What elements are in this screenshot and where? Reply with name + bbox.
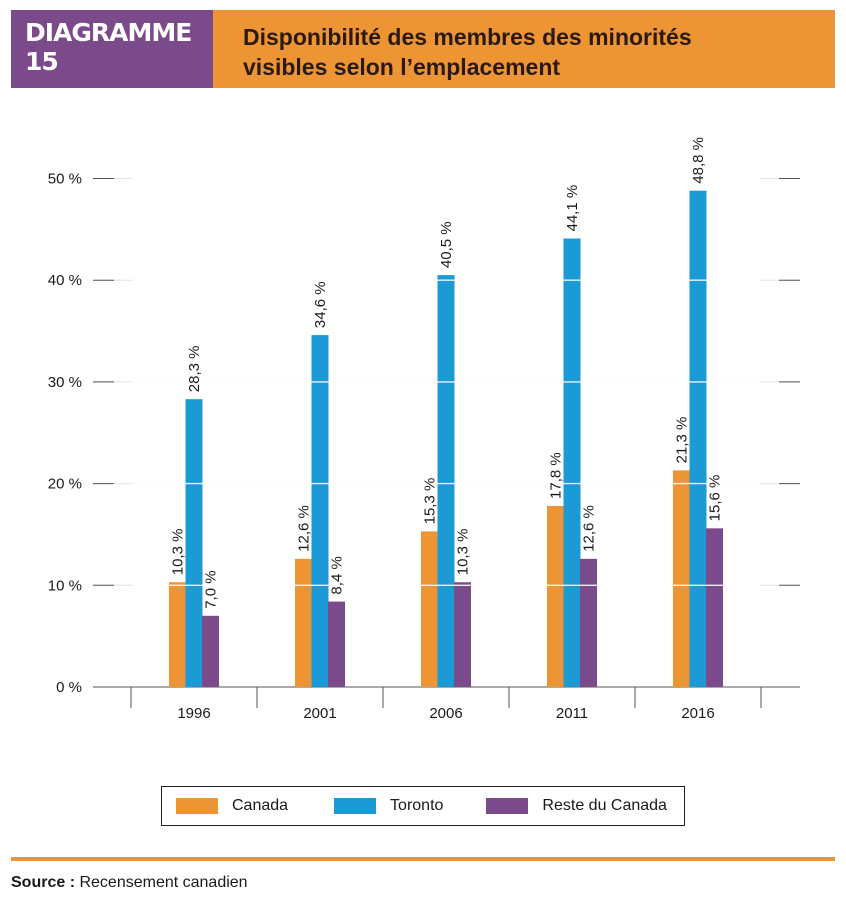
x-tick-label: 2001 (303, 705, 336, 722)
bar-canada (295, 558, 312, 687)
bar-canada (547, 505, 564, 687)
y-tick-label: 50 % (48, 171, 82, 188)
footer-divider (11, 857, 835, 861)
chart-legend: Canada Toronto Reste du Canada (161, 786, 685, 826)
y-tick-label: 20 % (48, 476, 82, 493)
data-label: 10,3 % (170, 529, 187, 576)
data-label: 8,4 % (329, 556, 346, 594)
data-label: 10,3 % (455, 529, 472, 576)
data-label: 12,6 % (581, 505, 598, 552)
y-tick-label: 0 % (56, 679, 82, 696)
data-label: 48,8 % (690, 137, 707, 184)
data-label: 12,6 % (296, 505, 313, 552)
data-label: 15,3 % (422, 478, 439, 525)
data-label: 21,3 % (674, 417, 691, 464)
data-label: 17,8 % (548, 452, 565, 499)
data-label: 44,1 % (564, 185, 581, 232)
x-tick-label: 2016 (681, 705, 714, 722)
bar-reste-du-canada (454, 582, 471, 687)
bar-canada (169, 582, 186, 687)
y-tick-label: 30 % (48, 374, 82, 391)
bar-toronto (437, 275, 455, 687)
bar-toronto (311, 335, 329, 687)
bar-canada (673, 470, 690, 687)
legend-label-canada: Canada (232, 797, 289, 814)
bar-canada (421, 531, 438, 687)
bar-toronto (185, 399, 203, 687)
source-note: Source : Recensement canadien (11, 874, 248, 892)
figure-number: DIAGRAMME 15 (25, 18, 192, 76)
bar-reste-du-canada (580, 558, 597, 687)
legend-item-canada: Canada (176, 797, 288, 815)
legend-item-toronto: Toronto (334, 797, 443, 815)
chart-title-line-1: Disponibilité des membres des minorités (243, 24, 692, 50)
data-label: 15,6 % (707, 475, 724, 522)
source-text: Recensement canadien (79, 874, 248, 891)
bar-toronto (563, 238, 581, 688)
bar-reste-du-canada (328, 601, 345, 687)
bar-chart: 0 % 10 % 20 % 30 % 40 % 50 % 1996 10,3 % 28,3 %… (48, 137, 800, 722)
y-tick-label: 40 % (48, 272, 82, 289)
bar-reste-du-canada (202, 615, 219, 687)
legend-swatch-toronto (334, 798, 377, 814)
legend-label-toronto: Toronto (390, 797, 444, 814)
data-label: 7,0 % (203, 570, 220, 608)
y-tick-label: 10 % (48, 577, 82, 594)
legend-swatch-canada (176, 798, 218, 814)
legend-item-reste: Reste du Canada (486, 797, 667, 815)
chart-title-box: Disponibilité des membres des minorités … (213, 10, 835, 88)
bar-toronto (689, 190, 707, 688)
legend-swatch-reste (486, 798, 529, 814)
bars-layer (133, 177, 760, 688)
legend-label-reste: Reste du Canada (542, 797, 667, 814)
data-label: 28,3 % (186, 345, 203, 392)
x-tick-label: 2006 (429, 705, 462, 722)
data-label: 34,6 % (312, 281, 329, 328)
source-label: Source : (11, 874, 76, 891)
x-tick-label: 2011 (556, 705, 588, 722)
labels-layer: 1996 10,3 % 28,3 % 7,0 % 2001 12,6 % 34,6 % 8,4… (170, 137, 724, 722)
chart-header: DIAGRAMME 15 Disponibilité des membres d… (11, 10, 835, 88)
data-label: 40,5 % (438, 221, 455, 268)
x-tick-label: 1996 (177, 705, 210, 722)
figure-number-badge: DIAGRAMME 15 (11, 10, 213, 88)
bar-reste-du-canada (706, 528, 723, 687)
chart-title-line-2: visibles selon l’emplacement (243, 54, 561, 80)
